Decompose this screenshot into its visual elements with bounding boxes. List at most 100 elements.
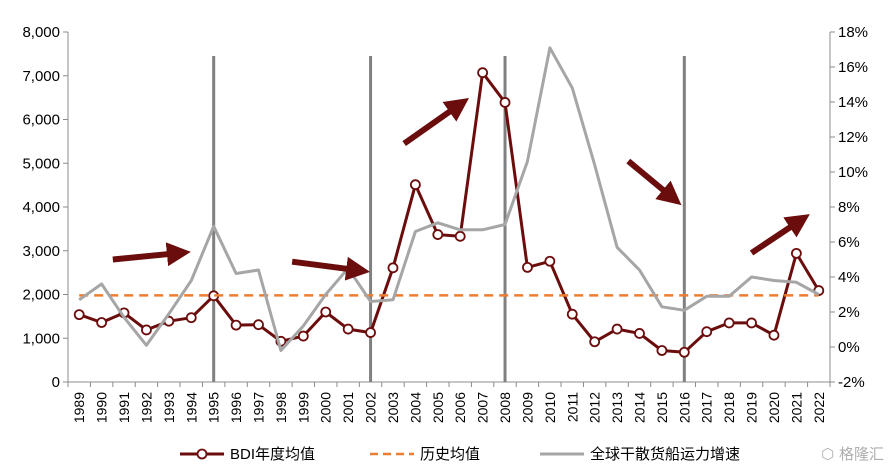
series-point <box>611 323 623 335</box>
y-right-tick-label: 0% <box>838 339 860 356</box>
x-tick-label: 2012 <box>587 392 603 423</box>
trend-arrow <box>112 242 191 267</box>
y-left-tick-label: 2,000 <box>22 287 60 304</box>
trend-arrows <box>112 97 810 281</box>
x-tick-label: 1999 <box>295 392 311 423</box>
series-point <box>141 324 152 336</box>
x-tick-label: 1998 <box>273 392 289 423</box>
x-tick-label: 2001 <box>340 392 356 423</box>
x-tick-label: 1993 <box>161 392 177 423</box>
series-point <box>634 328 645 339</box>
y-right-tick-label: 10% <box>838 164 868 181</box>
x-tick-label: 2013 <box>609 392 625 423</box>
series-point <box>96 317 108 328</box>
x-tick-label: 2004 <box>407 392 423 423</box>
x-tick-label: 1991 <box>116 392 132 423</box>
series-point <box>432 229 444 240</box>
series-point <box>297 330 309 342</box>
x-tick-label: 1992 <box>138 392 154 423</box>
x-tick-label: 1995 <box>206 392 222 423</box>
x-tick-label: 1996 <box>228 392 244 423</box>
series-point <box>723 317 735 329</box>
x-tick-label: 2016 <box>676 392 692 423</box>
series-point <box>678 346 690 358</box>
x-axis: 1989 1990 1991 1992 1993 1994 1995 1996 1997 1998… <box>67 382 831 423</box>
legend: BDI年度均值 历史均值 全球干散货船运力增速 <box>180 445 740 463</box>
series-point <box>342 323 354 335</box>
x-tick-label: 1989 <box>71 392 87 423</box>
x-tick-label: 2015 <box>654 392 670 423</box>
y-left-tick-label: 7,000 <box>22 68 60 85</box>
y-right-tick-label: 12% <box>838 129 868 146</box>
x-tick-label: 2014 <box>632 392 648 423</box>
y-right-tick-label: 8% <box>838 199 860 216</box>
legend-swatch-marker <box>196 448 208 460</box>
legend-entry: BDI年度均值 <box>180 446 315 463</box>
series-point <box>768 329 780 341</box>
watermark-text: 格隆汇 <box>838 445 884 463</box>
legend-label: 全球干散货船运力增速 <box>590 445 740 463</box>
x-tick-label: 2009 <box>519 392 535 423</box>
logo-badge-icon: ⬡ <box>821 445 835 463</box>
y-axis-right: -2% 0% 2% 4% 6% 8% 10% 12% 14% 16% 18% <box>830 24 868 391</box>
series-point <box>589 336 601 348</box>
x-tick-label: 2017 <box>699 392 715 423</box>
series-point <box>746 317 757 329</box>
trend-arrow <box>291 256 371 281</box>
x-tick-label: 2005 <box>430 392 446 423</box>
x-tick-label: 2022 <box>811 392 827 423</box>
trend-arrow <box>626 158 682 206</box>
y-right-tick-label: 14% <box>838 94 868 111</box>
x-tick-label: 2003 <box>385 392 401 423</box>
y-right-tick-label: -2% <box>838 374 865 391</box>
series-point <box>320 306 332 318</box>
x-tick-label: 2000 <box>318 392 334 423</box>
series-point <box>566 308 578 320</box>
x-tick-label: 2008 <box>497 392 513 423</box>
x-tick-label: 2021 <box>788 392 804 423</box>
y-right-tick-label: 6% <box>838 234 860 251</box>
series-point <box>544 255 556 267</box>
trend-arrow <box>402 97 470 147</box>
series-point <box>701 326 713 338</box>
y-left-tick-label: 8,000 <box>22 24 60 41</box>
y-left-tick-label: 4,000 <box>22 199 60 216</box>
y-left-tick-label: 1,000 <box>22 330 60 347</box>
series-point <box>73 309 85 321</box>
y-left-tick-label: 0 <box>52 374 60 391</box>
series-point <box>185 312 197 324</box>
series-point <box>656 345 668 356</box>
series-point <box>454 230 466 242</box>
series-point <box>409 179 421 191</box>
x-tick-label: 2002 <box>363 392 379 423</box>
y-right-tick-label: 16% <box>838 59 868 76</box>
legend-label: 历史均值 <box>420 446 480 463</box>
trend-arrow <box>749 214 810 256</box>
series-point <box>387 262 399 274</box>
series-point <box>365 327 376 338</box>
series-point <box>253 319 264 331</box>
y-left-tick-label: 5,000 <box>22 155 60 172</box>
series-line-2 <box>78 46 820 352</box>
series-layer <box>73 46 825 358</box>
x-tick-label: 2018 <box>721 392 737 423</box>
y-right-tick-label: 4% <box>838 269 860 286</box>
y-right-tick-label: 2% <box>838 304 860 321</box>
series-point <box>499 97 511 108</box>
y-axis-left: 0 1,000 2,000 3,000 4,000 5,000 6,000 7,000 8,00… <box>22 24 68 391</box>
x-tick-label: 2019 <box>744 392 760 423</box>
series-point <box>230 319 242 331</box>
legend-entry: 全球干散货船运力增速 <box>540 445 740 463</box>
series-point <box>477 67 489 79</box>
x-tick-label: 2011 <box>564 392 580 422</box>
x-tick-label: 2006 <box>452 392 468 423</box>
x-tick-label: 1997 <box>251 392 267 423</box>
y-right-tick-label: 18% <box>838 24 868 41</box>
series-point <box>790 247 802 259</box>
x-tick-label: 2010 <box>542 392 558 423</box>
x-tick-label: 2020 <box>766 392 782 423</box>
x-tick-label: 2007 <box>475 392 491 423</box>
y-left-tick-label: 3,000 <box>22 243 60 260</box>
series-line-0 <box>78 71 821 354</box>
